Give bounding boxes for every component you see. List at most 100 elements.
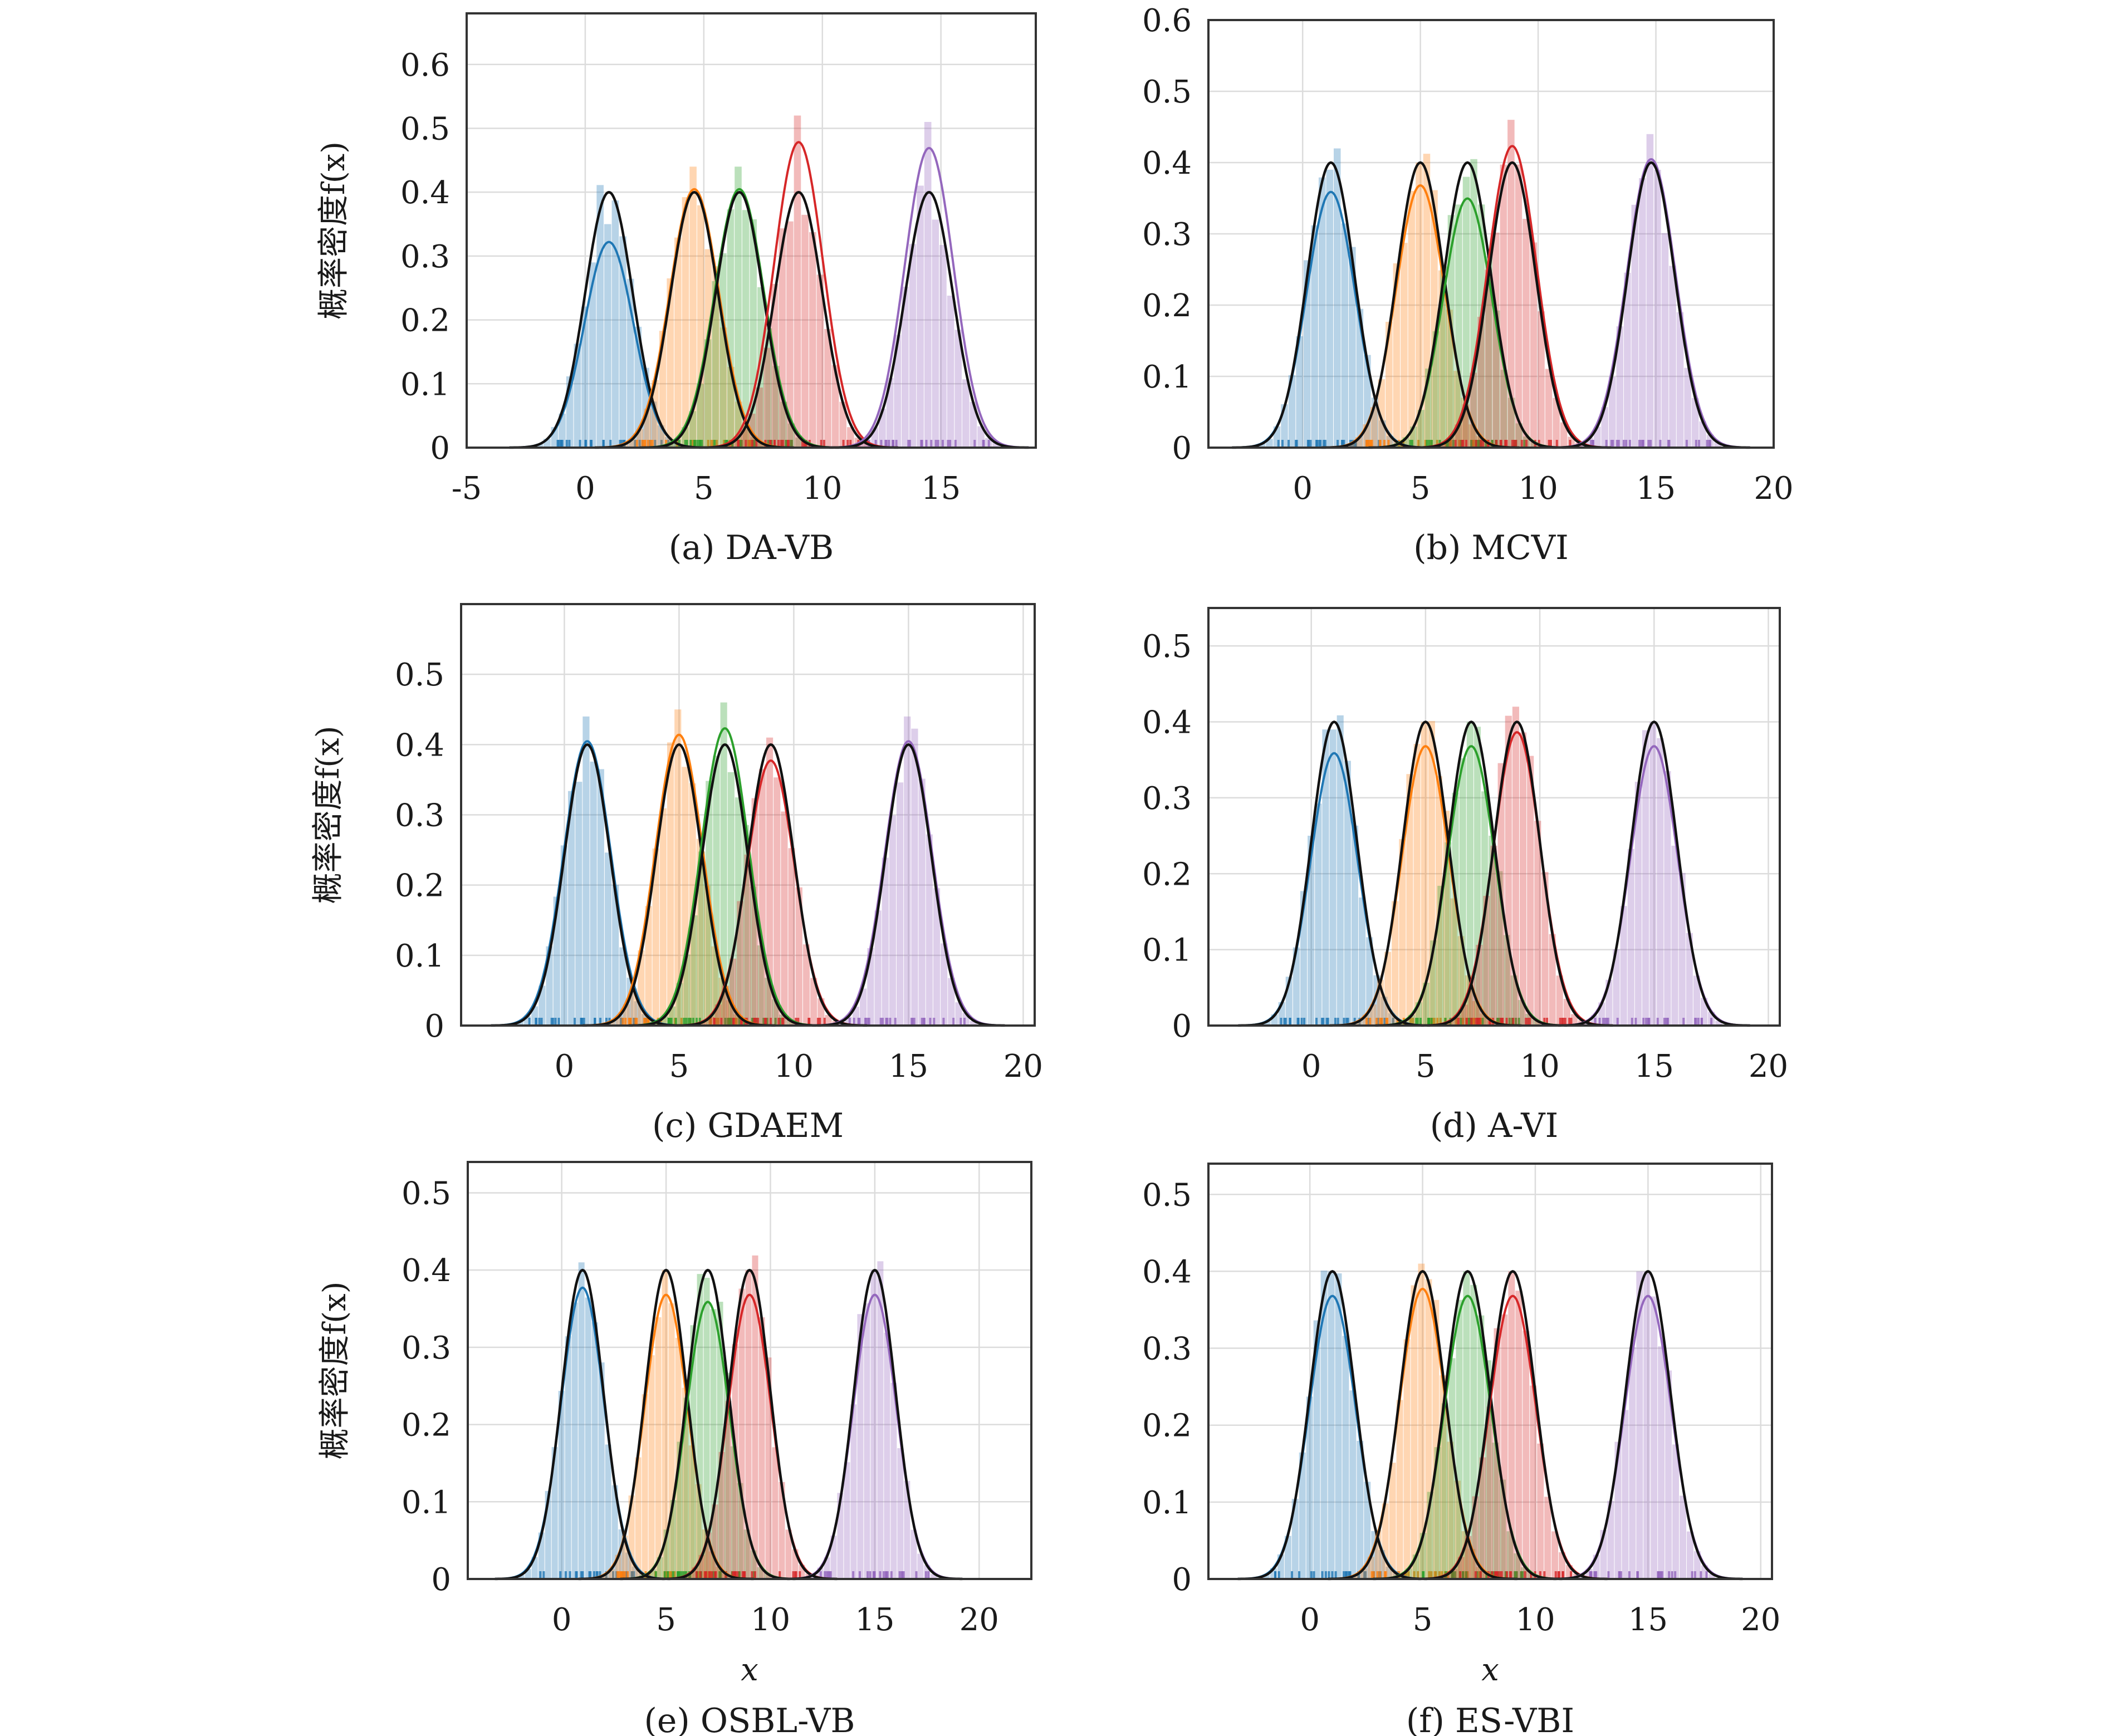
hist-bar — [516, 1021, 523, 1026]
hist-bar — [1315, 803, 1322, 1026]
hist-bar — [1435, 776, 1443, 1026]
hist-bar — [1527, 756, 1534, 1026]
hist-bar — [1357, 1440, 1364, 1579]
hist-bar — [682, 197, 689, 448]
hist-bar — [1457, 1557, 1465, 1579]
hist-bar — [1642, 730, 1649, 1026]
y-axis-label: 概率密度f(x) — [310, 725, 346, 904]
hist-bar — [1634, 782, 1642, 1026]
hist-bar — [750, 219, 757, 448]
y-tick-label: 0.3 — [400, 239, 450, 275]
hist-bar — [1371, 1531, 1378, 1579]
hist-bar — [1421, 722, 1428, 1026]
hist-bar — [618, 1529, 625, 1579]
hist-bar — [702, 1529, 708, 1579]
x-tick-label: 10 — [1515, 1602, 1555, 1638]
hist-bar — [725, 1401, 732, 1579]
hist-bar — [663, 1529, 670, 1579]
y-tick-label: 0.4 — [400, 175, 450, 211]
hist-bar — [1500, 164, 1507, 448]
hist-bar — [1456, 1299, 1463, 1579]
hist-bar — [525, 1568, 531, 1579]
hist-bar — [1448, 1358, 1456, 1579]
y-tick-label: 0.3 — [1142, 1331, 1192, 1367]
hist-bar — [1676, 312, 1684, 448]
y-tick-label: 0.3 — [1142, 217, 1192, 253]
fitted-gaussian-curve — [495, 1268, 670, 1581]
x-tick-label: 0 — [1300, 1602, 1320, 1638]
hist-bar — [601, 1575, 608, 1579]
hist-bar — [619, 236, 626, 448]
hist-bar — [1264, 1021, 1271, 1026]
panel-caption: (d) A-VI — [1430, 1106, 1559, 1145]
hist-bar — [1559, 1552, 1566, 1579]
hist-bar — [763, 347, 771, 448]
hist-bar — [597, 769, 604, 1026]
hist-bar — [737, 901, 744, 1026]
hist-bar — [590, 761, 597, 1026]
hist-bar — [518, 1575, 525, 1579]
hist-bar — [1445, 842, 1452, 1026]
hist-bar — [970, 401, 977, 448]
hist-bar — [689, 166, 697, 448]
y-tick-label: 0.1 — [1142, 1485, 1192, 1521]
hist-bar — [1270, 1568, 1277, 1579]
hist-bar — [931, 1574, 937, 1579]
hist-bar — [652, 848, 659, 1026]
hist-bar — [917, 185, 924, 448]
hist-bar — [737, 1483, 743, 1579]
panel-caption: (a) DA-VB — [669, 528, 834, 567]
hist-bar — [750, 886, 757, 1026]
hist-bar — [1665, 1370, 1672, 1579]
fitted-gaussian-curve — [582, 743, 776, 1027]
y-tick-label: 0.3 — [1142, 781, 1192, 817]
hist-bar — [780, 401, 787, 448]
hist-bar — [786, 1020, 794, 1026]
hist-bar — [825, 1014, 832, 1026]
hist-bar — [1629, 1347, 1636, 1579]
chart-panel-3: 0 0.1 0.2 0.3 0.4 0.5 0 5 10 15 20 概率密度f(x) (c) GDAE… — [310, 603, 1043, 1145]
hist-bar — [1701, 1565, 1708, 1579]
hist-bar — [1470, 1284, 1477, 1579]
hist-bar — [1417, 410, 1425, 448]
y-tick-label: 0.4 — [1142, 145, 1192, 182]
hist-bar — [735, 797, 742, 1026]
hist-bar — [1441, 1403, 1448, 1579]
hist-bar — [655, 1317, 662, 1579]
hist-bar — [1412, 1554, 1419, 1579]
hist-bar — [712, 266, 719, 448]
hist-bar — [645, 906, 652, 1026]
hist-bar — [683, 1397, 690, 1579]
hist-bar — [650, 1569, 657, 1579]
hist-bar — [785, 1529, 792, 1579]
hist-bar — [727, 366, 735, 448]
y-tick-label: 0.1 — [1142, 359, 1192, 395]
y-tick-label: 0.1 — [1142, 933, 1192, 969]
hist-bar — [1406, 774, 1413, 1026]
hist-bar — [1396, 1400, 1403, 1579]
hist-bar — [1551, 1531, 1559, 1579]
hist-bar — [794, 115, 801, 448]
hist-bar — [831, 365, 839, 448]
hist-bar — [810, 978, 817, 1026]
hist-bar — [1472, 1496, 1479, 1579]
hist-bar — [703, 885, 711, 1026]
hist-bar — [1613, 949, 1620, 1026]
hist-bar — [1496, 871, 1503, 1026]
x-tick-label: 5 — [1411, 470, 1431, 507]
fitted-gaussian-curve — [829, 190, 1029, 449]
y-tick-label: 0.2 — [1142, 288, 1192, 324]
hist-bar — [683, 954, 691, 1026]
hist-bar — [1556, 975, 1563, 1026]
fitted-gaussian-curve — [491, 743, 684, 1027]
axes-frame — [1207, 1163, 1773, 1580]
hist-bar — [1411, 1285, 1418, 1579]
hist-bar — [1455, 204, 1462, 448]
hist-bar — [1313, 1320, 1320, 1579]
axes-frame — [466, 12, 1037, 449]
density-curve — [628, 727, 821, 1027]
hist-bar — [581, 306, 589, 448]
hist-bar — [1329, 729, 1337, 1026]
hist-bar — [1359, 897, 1366, 1026]
